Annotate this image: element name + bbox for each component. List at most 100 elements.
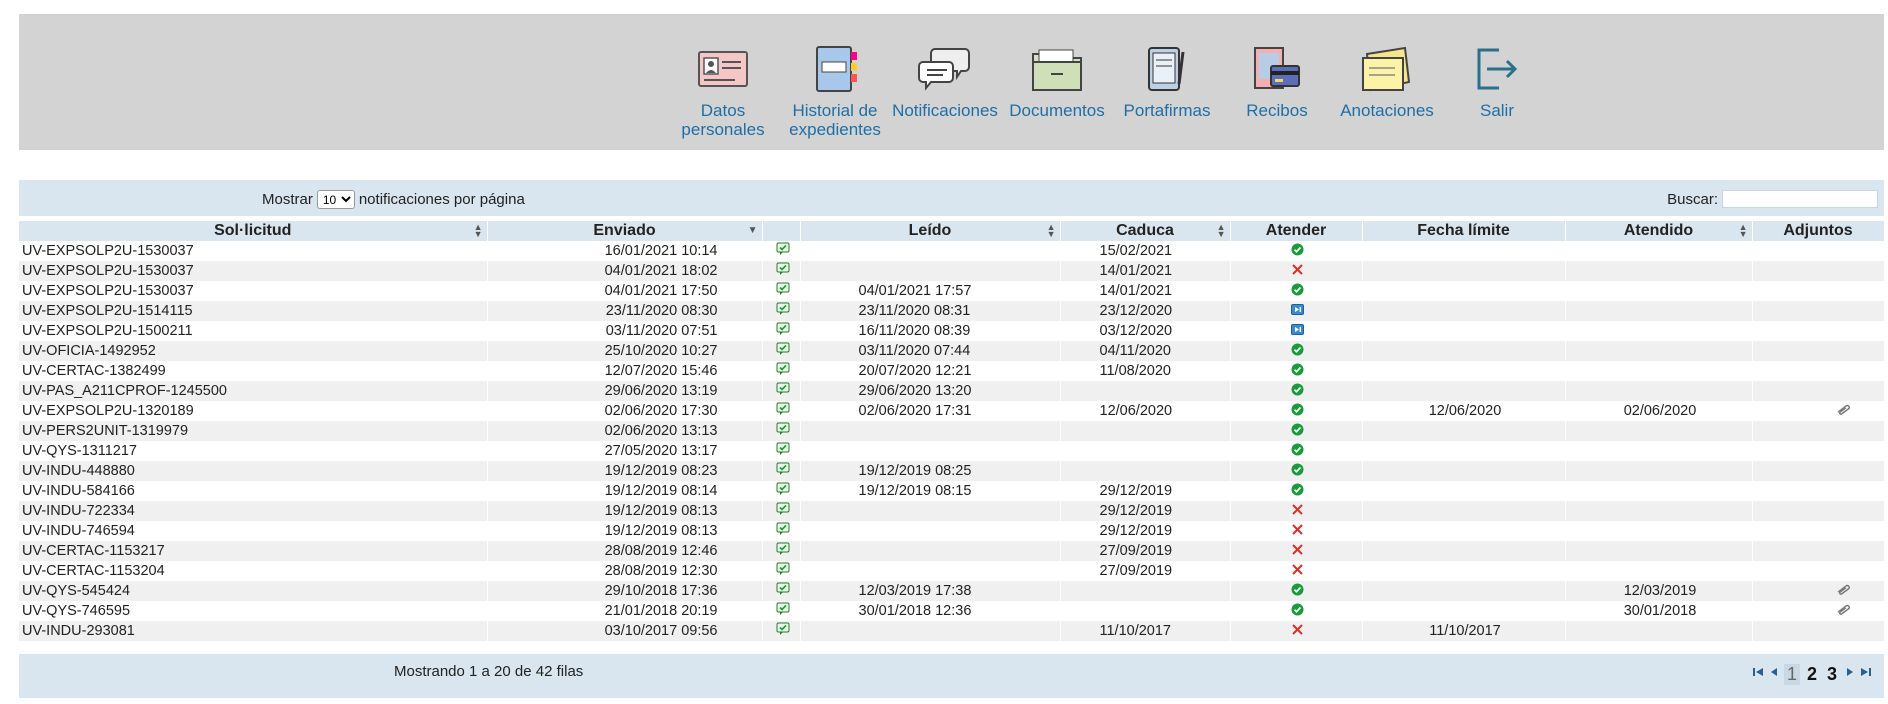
- play-icon[interactable]: [1291, 323, 1304, 339]
- cell-fecha-limite: [1362, 281, 1566, 301]
- table-row[interactable]: UV-QYS-746595 21/01/2018 20:19 30/01/2018 …: [19, 601, 1885, 621]
- nav-item-salir[interactable]: Salir: [1442, 44, 1552, 120]
- page-link-3[interactable]: 3: [1826, 664, 1837, 684]
- nav-item-portafirmas[interactable]: Portafirmas: [1112, 44, 1222, 120]
- table-row[interactable]: UV-EXPSOLP2U-1530037 04/01/2021 17:50 04/0…: [19, 281, 1885, 301]
- table-row[interactable]: UV-INDU-722334 19/12/2019 08:13 29/12/2019: [19, 501, 1885, 521]
- cell-solicitud: UV-INDU-584166: [19, 481, 488, 501]
- col-header-enviado[interactable]: Enviado ▼: [487, 221, 763, 241]
- cell-enviado: 02/06/2020 17:30: [487, 401, 763, 421]
- cell-leido: 04/01/2021 17:57: [800, 281, 1061, 301]
- sort-both-icon: ▲ ▼: [1046, 222, 1056, 239]
- binder-icon: [807, 44, 863, 101]
- table-row[interactable]: UV-INDU-293081 03/10/2017 09:56 11/10/2017…: [19, 621, 1885, 641]
- search-label: Buscar:: [1667, 190, 1718, 208]
- last-page-icon[interactable]: [1860, 665, 1872, 684]
- cell-adjuntos: [1752, 341, 1885, 361]
- nav-item-historial-de[interactable]: Historial de expedientes: [780, 44, 890, 139]
- cell-atender: [1230, 421, 1363, 441]
- page-size-control: Mostrar 10 notificaciones por página: [262, 190, 525, 209]
- table-row[interactable]: UV-CERTAC-1382499 12/07/2020 15:46 20/07/2…: [19, 361, 1885, 381]
- cell-caduca: 27/09/2019: [1060, 541, 1231, 561]
- page-link-2[interactable]: 2: [1806, 664, 1817, 684]
- attachment-icon[interactable]: [1836, 403, 1851, 419]
- cell-solicitud: UV-INDU-746594: [19, 521, 488, 541]
- cell-enviado: 19/12/2019 08:13: [487, 501, 763, 521]
- page-link-1[interactable]: 1: [1783, 664, 1800, 685]
- cell-atendido: [1565, 441, 1753, 461]
- cell-leido: 29/06/2020 13:20: [800, 381, 1061, 401]
- message-status-icon: [776, 522, 790, 540]
- table-row[interactable]: UV-CERTAC-1153204 28/08/2019 12:30 27/09/2…: [19, 561, 1885, 581]
- cell-atender: [1230, 281, 1363, 301]
- page-size-select[interactable]: 10: [316, 190, 355, 209]
- attachment-icon[interactable]: [1836, 603, 1851, 619]
- cell-fecha-limite: [1362, 481, 1566, 501]
- table-row[interactable]: UV-EXPSOLP2U-1530037 04/01/2021 18:02 14/0…: [19, 261, 1885, 281]
- table-row[interactable]: UV-INDU-746594 19/12/2019 08:13 29/12/2019: [19, 521, 1885, 541]
- cell-leido: [800, 421, 1061, 441]
- cell-fecha-limite: [1362, 421, 1566, 441]
- table-row[interactable]: UV-QYS-545424 29/10/2018 17:36 12/03/2019 …: [19, 581, 1885, 601]
- cell-caduca: [1060, 461, 1231, 481]
- message-status-icon: [776, 562, 790, 580]
- attachment-icon[interactable]: [1836, 583, 1851, 599]
- search-input[interactable]: [1722, 190, 1878, 208]
- check-icon: [1291, 583, 1304, 600]
- cell-fecha-limite: [1362, 461, 1566, 481]
- cell-leido: 19/12/2019 08:15: [800, 481, 1061, 501]
- cross-icon: [1291, 563, 1304, 580]
- table-toolbar: Mostrar 10 notificaciones por página Bus…: [19, 180, 1884, 216]
- first-page-icon[interactable]: [1752, 665, 1764, 684]
- table-row[interactable]: UV-PAS_A211CPROF-1245500 29/06/2020 13:19…: [19, 381, 1885, 401]
- prev-page-icon[interactable]: [1768, 665, 1780, 684]
- cell-fecha-limite: [1362, 341, 1566, 361]
- table-row[interactable]: UV-INDU-448880 19/12/2019 08:23 19/12/2019…: [19, 461, 1885, 481]
- chat-bubbles-icon: [917, 44, 973, 101]
- page-size-suffix: notificaciones por página: [358, 191, 525, 208]
- cell-status: [762, 501, 801, 521]
- col-header-leido[interactable]: Leído ▲ ▼: [800, 221, 1061, 241]
- cell-atendido: [1565, 261, 1753, 281]
- cell-leido: 12/03/2019 17:38: [800, 581, 1061, 601]
- table-row[interactable]: UV-EXPSOLP2U-1320189 02/06/2020 17:30 02/0…: [19, 401, 1885, 421]
- next-page-icon[interactable]: [1844, 665, 1856, 684]
- table-row[interactable]: UV-EXPSOLP2U-1500211 03/11/2020 07:51 16/1…: [19, 321, 1885, 341]
- play-icon[interactable]: [1291, 303, 1304, 319]
- cell-solicitud: UV-EXPSOLP2U-1320189: [19, 401, 488, 421]
- nav-item-documentos[interactable]: Documentos: [1002, 44, 1112, 120]
- col-header-status: [762, 221, 801, 241]
- check-icon: [1291, 463, 1304, 480]
- cell-caduca: 14/01/2021: [1060, 261, 1231, 281]
- table-row[interactable]: UV-OFICIA-1492952 25/10/2020 10:27 03/11/2…: [19, 341, 1885, 361]
- message-status-icon: [776, 322, 790, 340]
- col-header-atendido[interactable]: Atendido ▲ ▼: [1565, 221, 1753, 241]
- cell-atender: [1230, 261, 1363, 281]
- table-row[interactable]: UV-CERTAC-1153217 28/08/2019 12:46 27/09/2…: [19, 541, 1885, 561]
- cross-icon: [1291, 543, 1304, 560]
- table-row[interactable]: UV-EXPSOLP2U-1514115 23/11/2020 08:30 23/1…: [19, 301, 1885, 321]
- nav-item-anotaciones[interactable]: Anotaciones: [1332, 44, 1442, 120]
- nav-item-datos[interactable]: Datos personales: [668, 44, 778, 139]
- table-row[interactable]: UV-PERS2UNIT-1319979 02/06/2020 13:13: [19, 421, 1885, 441]
- cell-atender: [1230, 561, 1363, 581]
- table-row[interactable]: UV-EXPSOLP2U-1530037 16/01/2021 10:14 15/0…: [19, 241, 1885, 261]
- cell-atender: [1230, 301, 1363, 321]
- cell-status: [762, 621, 801, 641]
- cell-caduca: 14/01/2021: [1060, 281, 1231, 301]
- col-header-caduca[interactable]: Caduca ▲ ▼: [1060, 221, 1231, 241]
- nav-item-notificaciones[interactable]: Notificaciones: [890, 44, 1000, 120]
- cell-adjuntos: [1752, 301, 1885, 321]
- table-row[interactable]: UV-QYS-1311217 27/05/2020 13:17: [19, 441, 1885, 461]
- cell-status: [762, 341, 801, 361]
- cell-caduca: 29/12/2019: [1060, 501, 1231, 521]
- col-header-solicitud[interactable]: Sol·licitud ▲ ▼: [19, 221, 488, 241]
- cell-adjuntos: [1752, 521, 1885, 541]
- rows-info: Mostrando 1 a 20 de 42 filas: [394, 663, 584, 680]
- message-status-icon: [776, 342, 790, 360]
- cell-atender: [1230, 621, 1363, 641]
- cell-caduca: 15/02/2021: [1060, 241, 1231, 261]
- table-row[interactable]: UV-INDU-584166 19/12/2019 08:14 19/12/2019…: [19, 481, 1885, 501]
- cell-solicitud: UV-EXPSOLP2U-1500211: [19, 321, 488, 341]
- nav-item-recibos[interactable]: Recibos: [1222, 44, 1332, 120]
